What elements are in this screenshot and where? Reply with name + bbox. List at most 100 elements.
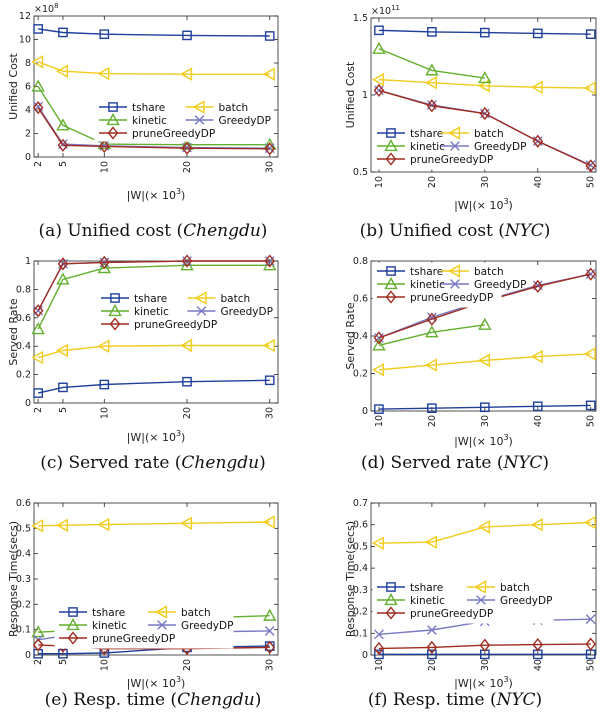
legend-label-kinetic: kinetic (410, 279, 445, 291)
data-point (530, 349, 543, 364)
y-tick-label: 0.5 (353, 167, 368, 178)
y-tick-label: 0.5 (16, 523, 31, 534)
x-axis-label: |W|(× 103) (454, 433, 513, 448)
data-point (181, 141, 193, 155)
data-point (56, 343, 69, 358)
data-point (56, 272, 70, 285)
data-point (182, 376, 192, 387)
y-exponent-label: ×1011 (371, 4, 400, 17)
legend-label-pruneGreedyDP: pruneGreedyDP (134, 319, 217, 331)
data-point (57, 138, 69, 152)
y-axis-label: Response Time(secs) (7, 521, 20, 637)
y-tick-label: 0.3 (16, 574, 31, 585)
y-tick-label: 0.5 (353, 541, 368, 552)
legend-marker (385, 606, 397, 620)
y-tick-label: 0.8 (16, 284, 31, 295)
caption-italic: NYC (504, 221, 544, 241)
x-tick-label: 20 (427, 415, 438, 427)
y-tick-label: 0.4 (16, 549, 31, 560)
x-tick-label: 40 (533, 176, 544, 188)
caption-tail: ) (259, 453, 266, 473)
legend-marker (67, 631, 79, 645)
data-point (583, 81, 596, 95)
x-axis-label-exp: 3 (176, 187, 181, 196)
x-axis-label-tail: ) (181, 431, 185, 444)
data-point (478, 71, 492, 84)
data-point (427, 27, 437, 37)
legend-label-kinetic: kinetic (410, 141, 445, 153)
legend-label-tshare: tshare (92, 607, 125, 619)
data-point (264, 254, 276, 268)
legend-marker (196, 306, 207, 316)
data-point (32, 304, 44, 318)
y-tick-label: 0 (25, 152, 31, 163)
data-point (33, 24, 43, 34)
panel-caption: (c) Served rate (Chengdu) (40, 453, 266, 473)
x-axis-label-main: |W|(× 10 (454, 435, 503, 448)
panel-caption: (e) Resp. time (Chengdu) (45, 690, 262, 710)
data-point (56, 118, 70, 131)
data-point (532, 279, 544, 293)
x-axis-label-main: |W|(× 10 (127, 431, 176, 444)
legend-marker (155, 605, 168, 619)
y-tick-label: 8 (25, 58, 31, 69)
y-tick-label: 10 (19, 35, 31, 46)
data-point (99, 379, 110, 390)
data-point (57, 257, 69, 271)
data-point (426, 640, 438, 655)
y-axis-label: Unified Cost (7, 52, 20, 119)
legend-marker (448, 126, 461, 140)
data-point (372, 41, 386, 54)
data-point (31, 519, 44, 533)
data-point (373, 331, 385, 345)
y-tick-label: 0.6 (16, 498, 31, 509)
legend-marker (106, 113, 120, 126)
y-tick-label: 0 (362, 406, 368, 417)
data-point (585, 400, 596, 411)
data-point (532, 134, 544, 148)
series-line (378, 78, 591, 89)
x-tick-label: 5 (58, 161, 69, 167)
data-point (424, 535, 437, 549)
series-batch (371, 515, 596, 550)
caption-text: (a) Unified cost ( (39, 221, 184, 241)
y-tick-label: 0.4 (16, 341, 31, 352)
data-point (479, 106, 491, 121)
data-point (425, 63, 439, 76)
data-point (583, 515, 596, 530)
data-point (427, 649, 437, 660)
data-point (585, 267, 597, 281)
legend-marker (476, 595, 486, 605)
x-tick-label: 10 (374, 415, 385, 427)
data-point (426, 99, 438, 113)
legend-marker (386, 266, 396, 276)
data-point (33, 388, 43, 398)
series-line (378, 353, 591, 371)
x-axis-label-tail: ) (181, 189, 185, 202)
data-point (371, 72, 385, 87)
legend-label-batch: batch (474, 266, 504, 278)
legend-label-GreedyDP: GreedyDP (474, 279, 526, 291)
y-tick-label: 0.1 (353, 628, 368, 639)
x-tick-label: 20 (182, 161, 193, 173)
series-line (378, 48, 485, 79)
x-axis-label: |W|(× 103) (127, 675, 186, 690)
series-line (37, 86, 270, 146)
x-tick-label: 50 (586, 659, 597, 671)
series-line (37, 379, 270, 394)
legend-label-batch: batch (500, 582, 530, 594)
data-point (583, 347, 596, 361)
data-point (264, 626, 275, 636)
data-point (530, 518, 543, 532)
legend-label-GreedyDP: GreedyDP (181, 620, 233, 632)
data-point (585, 637, 597, 651)
caption-italic: NYC (503, 453, 543, 473)
x-tick-label: 30 (265, 161, 276, 173)
data-point (264, 142, 276, 156)
data-point (532, 401, 543, 412)
series-batch (31, 338, 275, 365)
series-batch (31, 55, 275, 81)
